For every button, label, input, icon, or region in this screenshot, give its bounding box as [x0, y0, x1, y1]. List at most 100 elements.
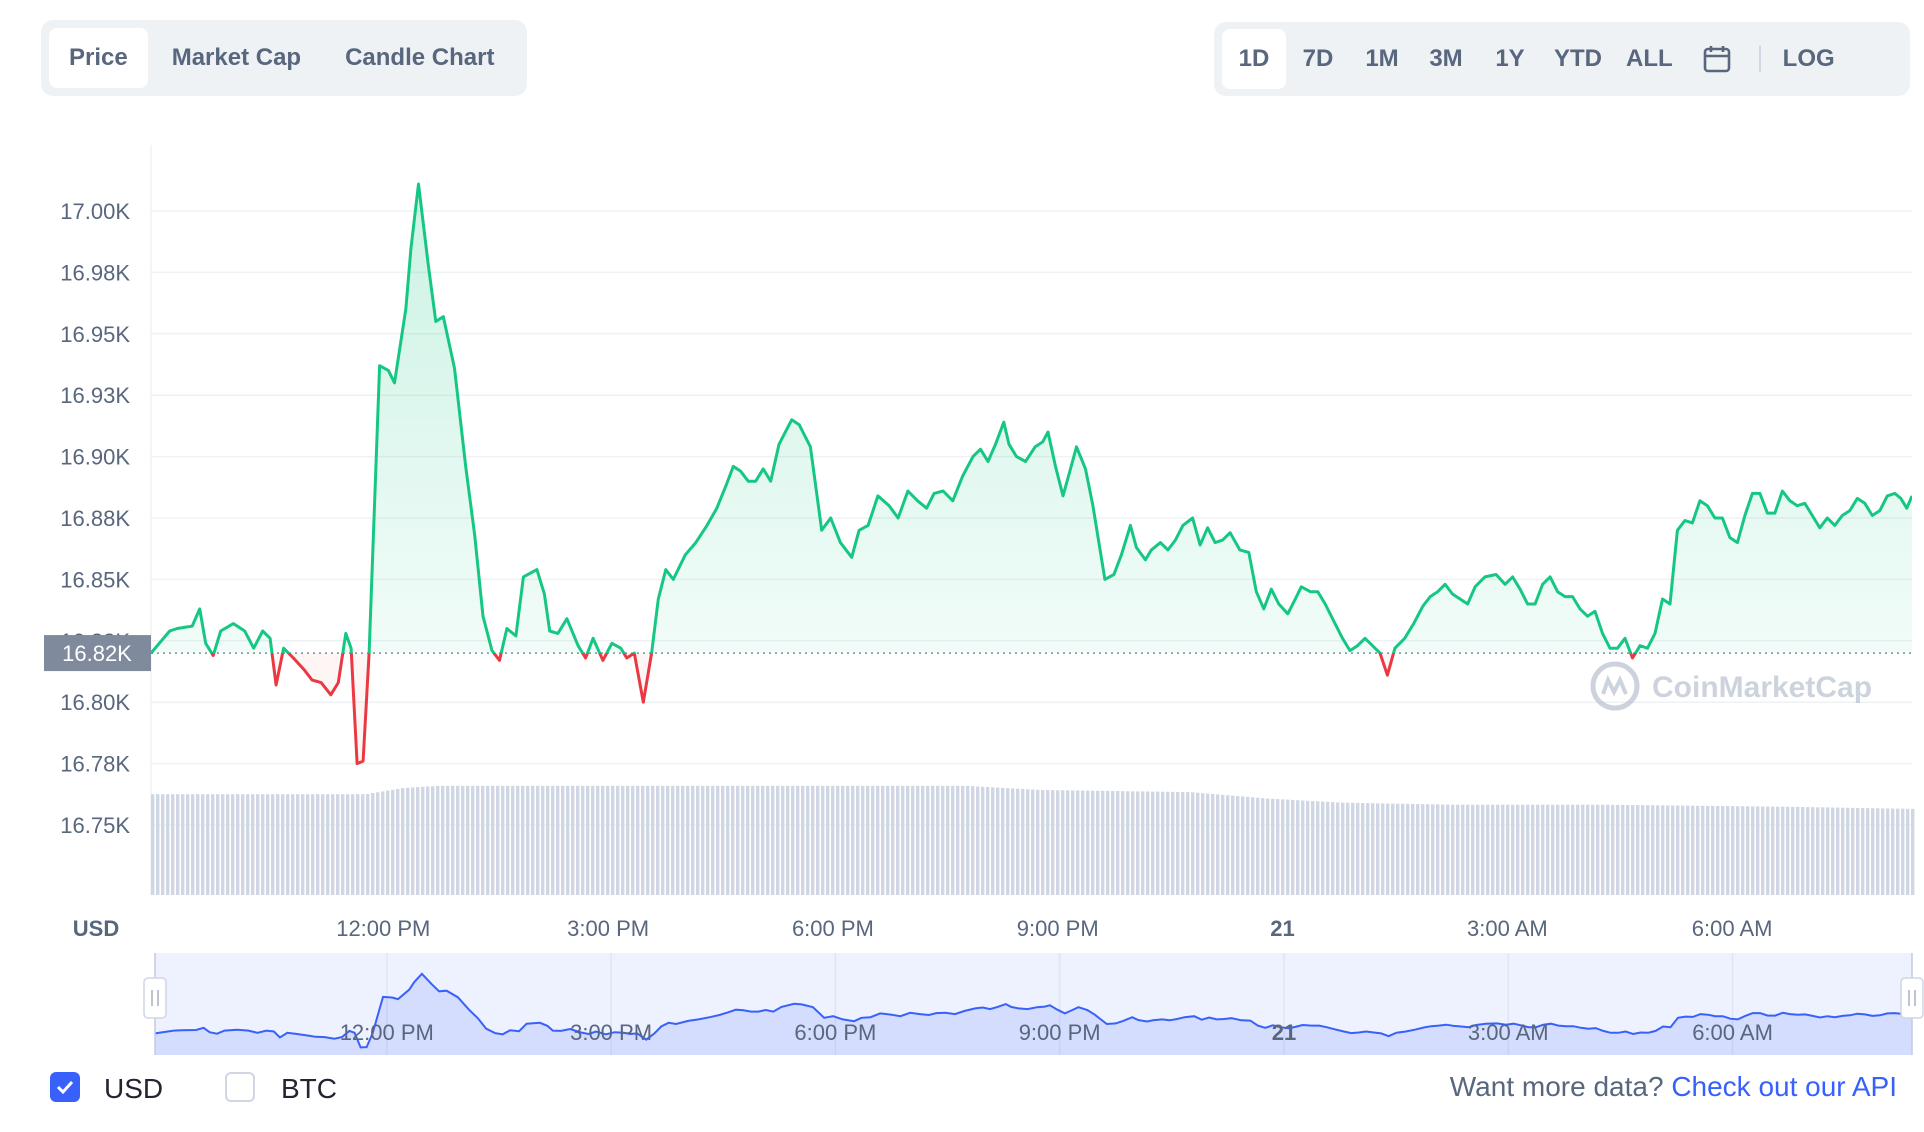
volume-bar	[701, 785, 705, 895]
volume-bar	[1371, 803, 1375, 895]
volume-bar	[1676, 805, 1680, 895]
volume-bar	[1746, 806, 1750, 895]
volume-bar	[1491, 804, 1495, 895]
volume-bar	[1816, 807, 1820, 895]
volume-bar	[651, 785, 655, 895]
volume-bar	[1536, 804, 1540, 895]
range-all[interactable]: ALL	[1626, 45, 1673, 72]
range-divider	[1758, 46, 1761, 72]
volume-bar	[706, 785, 710, 895]
volume-bar	[656, 785, 660, 895]
volume-bar	[966, 785, 970, 895]
volume-bar	[1906, 808, 1910, 895]
volume-bar	[1661, 805, 1665, 895]
volume-bar	[896, 785, 900, 895]
volume-bar	[1861, 808, 1865, 895]
volume-bar	[1321, 801, 1325, 895]
volume-bar	[1431, 804, 1435, 895]
calendar-icon[interactable]	[1685, 29, 1749, 89]
volume-bar	[1841, 807, 1845, 895]
navigator-tick-label: 3:00 AM	[1468, 1020, 1549, 1045]
tab-price[interactable]: Price	[49, 28, 148, 88]
range-1d[interactable]: 1D	[1222, 29, 1286, 89]
price-chart[interactable]: 17.00K 16.98K 16.95K 16.93K 16.90K 16.88K 16.8…	[0, 0, 1924, 1060]
volume-bar	[1771, 806, 1775, 895]
volume-bar	[1261, 798, 1265, 895]
navigator-area	[155, 973, 1912, 1055]
volume-bar	[976, 786, 980, 895]
volume-bar	[396, 788, 400, 895]
volume-bar	[1346, 802, 1350, 895]
volume-bar	[936, 785, 940, 895]
volume-bar	[1886, 808, 1890, 895]
volume-bar	[596, 785, 600, 895]
api-link[interactable]: Check out our API	[1671, 1071, 1897, 1102]
volume-bar	[1236, 796, 1240, 895]
volume-bar	[1826, 807, 1830, 895]
volume-bar	[661, 785, 665, 895]
volume-bar	[481, 785, 485, 895]
volume-bar	[486, 785, 490, 895]
volume-bar	[801, 785, 805, 895]
volume-bar	[586, 785, 590, 895]
volume-bar	[1686, 805, 1690, 895]
volume-bar	[1811, 807, 1815, 895]
volume-bar	[181, 794, 185, 895]
volume-bar	[681, 785, 685, 895]
volume-bar	[541, 785, 545, 895]
volume-bar	[626, 785, 630, 895]
volume-bar	[1806, 807, 1810, 895]
volume-bar	[386, 790, 390, 895]
volume-bar	[296, 794, 300, 895]
volume-bars	[151, 785, 1915, 895]
volume-bar	[1086, 790, 1090, 895]
range-ytd[interactable]: YTD	[1554, 45, 1602, 72]
currency-label: USD	[73, 916, 119, 941]
volume-bar	[476, 785, 480, 895]
volume-bar	[1796, 806, 1800, 895]
volume-bar	[1531, 804, 1535, 895]
tab-candle-chart[interactable]: Candle Chart	[345, 44, 495, 71]
volume-bar	[1626, 804, 1630, 895]
volume-bar	[1441, 804, 1445, 895]
volume-bar	[1751, 806, 1755, 895]
volume-bar	[1671, 805, 1675, 895]
volume-bar	[1416, 804, 1420, 895]
volume-bar	[951, 785, 955, 895]
volume-bar	[381, 791, 385, 895]
usd-checkbox[interactable]	[50, 1072, 80, 1102]
volume-bar	[431, 786, 435, 895]
price-area-down	[151, 653, 1912, 764]
volume-bar	[421, 786, 425, 895]
volume-bar	[1281, 799, 1285, 895]
volume-bar	[856, 785, 860, 895]
volume-bar	[1851, 807, 1855, 895]
range-3m[interactable]: 3M	[1429, 45, 1463, 72]
volume-bar	[1836, 807, 1840, 895]
btc-checkbox[interactable]	[225, 1072, 255, 1102]
volume-bar	[471, 785, 475, 895]
volume-bar	[1786, 806, 1790, 895]
volume-bar	[271, 794, 275, 895]
navigator-line	[154, 972, 1913, 1049]
volume-bar	[171, 794, 175, 895]
volume-bar	[981, 786, 985, 895]
range-1m[interactable]: 1M	[1365, 45, 1399, 72]
navigator-handle-left[interactable]	[143, 953, 167, 1055]
tab-market-cap[interactable]: Market Cap	[171, 44, 302, 71]
volume-bar	[1701, 805, 1705, 895]
navigator-handle-right[interactable]	[1900, 953, 1924, 1055]
y-tick-label: 16.75K	[60, 813, 130, 838]
volume-bar	[906, 785, 910, 895]
volume-bar	[806, 785, 810, 895]
volume-bar	[1016, 788, 1020, 895]
range-1y[interactable]: 1Y	[1495, 45, 1525, 72]
volume-bar	[776, 785, 780, 895]
volume-bar	[1191, 792, 1195, 895]
range-7d[interactable]: 7D	[1302, 45, 1334, 72]
volume-bar	[611, 785, 615, 895]
volume-bar	[1621, 804, 1625, 895]
volume-bar	[231, 794, 235, 895]
log-scale-toggle[interactable]: LOG	[1782, 45, 1835, 72]
volume-bar	[246, 794, 250, 895]
